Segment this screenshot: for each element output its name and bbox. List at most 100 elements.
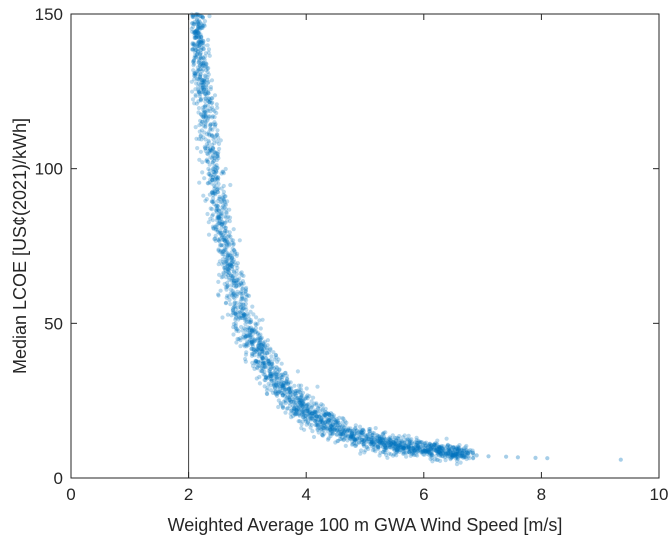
scatter-point xyxy=(217,231,222,236)
scatter-point xyxy=(371,440,376,445)
scatter-point xyxy=(250,351,255,356)
scatter-point xyxy=(332,419,337,424)
scatter-point xyxy=(290,393,295,398)
scatter-point xyxy=(459,447,464,452)
scatter-point xyxy=(387,439,392,444)
scatter-point xyxy=(217,146,222,151)
scatter-point xyxy=(206,116,211,121)
scatter-point xyxy=(233,325,238,330)
scatter-point xyxy=(196,106,202,111)
scatter-point xyxy=(191,58,197,63)
scatter-point xyxy=(354,438,359,443)
scatter-point xyxy=(361,442,366,447)
scatter-point xyxy=(331,416,336,421)
scatter-point xyxy=(194,35,199,40)
scatter-point xyxy=(236,317,241,322)
scatter-point xyxy=(292,392,297,397)
scatter-point xyxy=(407,439,412,444)
scatter-point xyxy=(422,441,427,446)
scatter-point xyxy=(316,414,321,419)
scatter-point xyxy=(221,259,226,264)
scatter-point xyxy=(194,28,200,33)
scatter-point xyxy=(358,451,363,456)
scatter-point xyxy=(388,442,393,447)
scatter-point xyxy=(221,237,226,242)
scatter-point xyxy=(455,455,460,460)
scatter-point xyxy=(222,238,227,243)
scatter-point xyxy=(455,449,460,454)
scatter-point xyxy=(231,310,236,315)
scatter-point xyxy=(409,449,415,454)
scatter-point xyxy=(350,435,355,440)
scatter-point xyxy=(231,332,236,337)
scatter-point xyxy=(203,54,208,59)
scatter-point xyxy=(331,422,336,427)
scatter-point xyxy=(422,452,427,457)
scatter-point xyxy=(317,409,322,414)
scatter-point xyxy=(210,190,215,195)
scatter-point xyxy=(428,446,433,451)
scatter-point xyxy=(329,414,334,419)
scatter-point xyxy=(249,330,254,335)
scatter-point xyxy=(200,85,205,91)
scatter-point xyxy=(434,441,439,446)
scatter-point xyxy=(249,328,254,333)
scatter-point xyxy=(210,160,215,165)
scatter-point xyxy=(346,433,351,438)
scatter-point xyxy=(340,420,345,425)
scatter-point xyxy=(245,341,250,346)
scatter-point xyxy=(285,382,291,387)
scatter-point xyxy=(207,123,213,128)
scatter-point xyxy=(368,441,373,446)
scatter-point xyxy=(243,292,248,297)
scatter-point xyxy=(224,300,229,305)
scatter-point xyxy=(382,440,387,446)
scatter-point xyxy=(350,431,355,436)
scatter-point xyxy=(334,417,339,422)
scatter-point xyxy=(207,180,212,185)
scatter-point xyxy=(228,263,233,268)
scatter-point xyxy=(212,177,217,183)
scatter-point xyxy=(204,142,209,147)
scatter-point xyxy=(236,278,241,283)
scatter-point xyxy=(443,450,448,455)
scatter-point xyxy=(268,347,273,352)
scatter-point xyxy=(222,230,227,235)
scatter-point xyxy=(297,401,302,406)
scatter-point xyxy=(403,450,408,455)
scatter-point xyxy=(237,276,242,281)
scatter-point xyxy=(395,449,400,454)
scatter-point xyxy=(229,313,234,318)
scatter-point xyxy=(221,189,226,194)
scatter-point xyxy=(281,383,286,388)
scatter-point xyxy=(406,443,411,448)
scatter-point xyxy=(296,419,301,424)
scatter-point xyxy=(201,63,206,69)
scatter-point xyxy=(230,254,235,259)
scatter-point xyxy=(215,132,220,137)
scatter-point xyxy=(223,225,228,230)
scatter-point xyxy=(220,211,225,216)
scatter-point xyxy=(400,445,405,450)
scatter-point xyxy=(206,79,211,84)
scatter-point xyxy=(416,442,421,448)
scatter-point xyxy=(269,354,274,359)
scatter-point xyxy=(391,441,397,446)
scatter-point xyxy=(383,444,388,449)
scatter-point xyxy=(207,148,212,153)
scatter-point xyxy=(205,211,210,217)
scatter-point xyxy=(206,130,211,135)
scatter-point xyxy=(252,339,257,344)
scatter-point xyxy=(398,448,403,453)
scatter-point xyxy=(238,304,243,310)
scatter-point xyxy=(216,238,222,243)
scatter-point xyxy=(443,446,448,451)
scatter-point xyxy=(193,33,199,38)
scatter-point xyxy=(282,390,287,395)
scatter-point xyxy=(373,439,378,444)
scatter-point xyxy=(382,447,388,452)
scatter-point xyxy=(259,349,265,354)
scatter-point xyxy=(425,448,430,453)
scatter-point xyxy=(241,313,246,319)
scatter-point xyxy=(436,449,441,455)
